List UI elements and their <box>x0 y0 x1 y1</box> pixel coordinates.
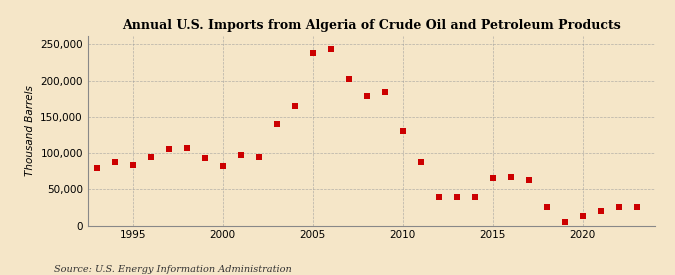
Point <box>595 209 606 213</box>
Point <box>523 178 534 182</box>
Point <box>361 94 372 98</box>
Point <box>253 155 264 159</box>
Point <box>415 160 426 164</box>
Point <box>182 146 192 150</box>
Y-axis label: Thousand Barrels: Thousand Barrels <box>25 85 34 176</box>
Point <box>290 104 300 108</box>
Point <box>398 129 408 134</box>
Point <box>541 205 552 210</box>
Point <box>452 194 462 199</box>
Point <box>577 214 588 218</box>
Point <box>379 89 390 94</box>
Point <box>469 194 480 199</box>
Point <box>506 175 516 179</box>
Point <box>199 156 210 160</box>
Point <box>631 205 642 210</box>
Point <box>91 165 102 170</box>
Point <box>433 194 444 199</box>
Point <box>217 164 228 168</box>
Point <box>271 122 282 126</box>
Point <box>307 51 318 55</box>
Point <box>560 220 570 224</box>
Point <box>163 147 174 152</box>
Point <box>325 46 336 51</box>
Point <box>344 77 354 81</box>
Point <box>236 153 246 158</box>
Text: Source: U.S. Energy Information Administration: Source: U.S. Energy Information Administ… <box>54 265 292 274</box>
Point <box>614 205 624 210</box>
Title: Annual U.S. Imports from Algeria of Crude Oil and Petroleum Products: Annual U.S. Imports from Algeria of Crud… <box>122 19 620 32</box>
Point <box>128 163 138 167</box>
Point <box>487 176 498 181</box>
Point <box>109 160 120 164</box>
Point <box>145 155 156 159</box>
